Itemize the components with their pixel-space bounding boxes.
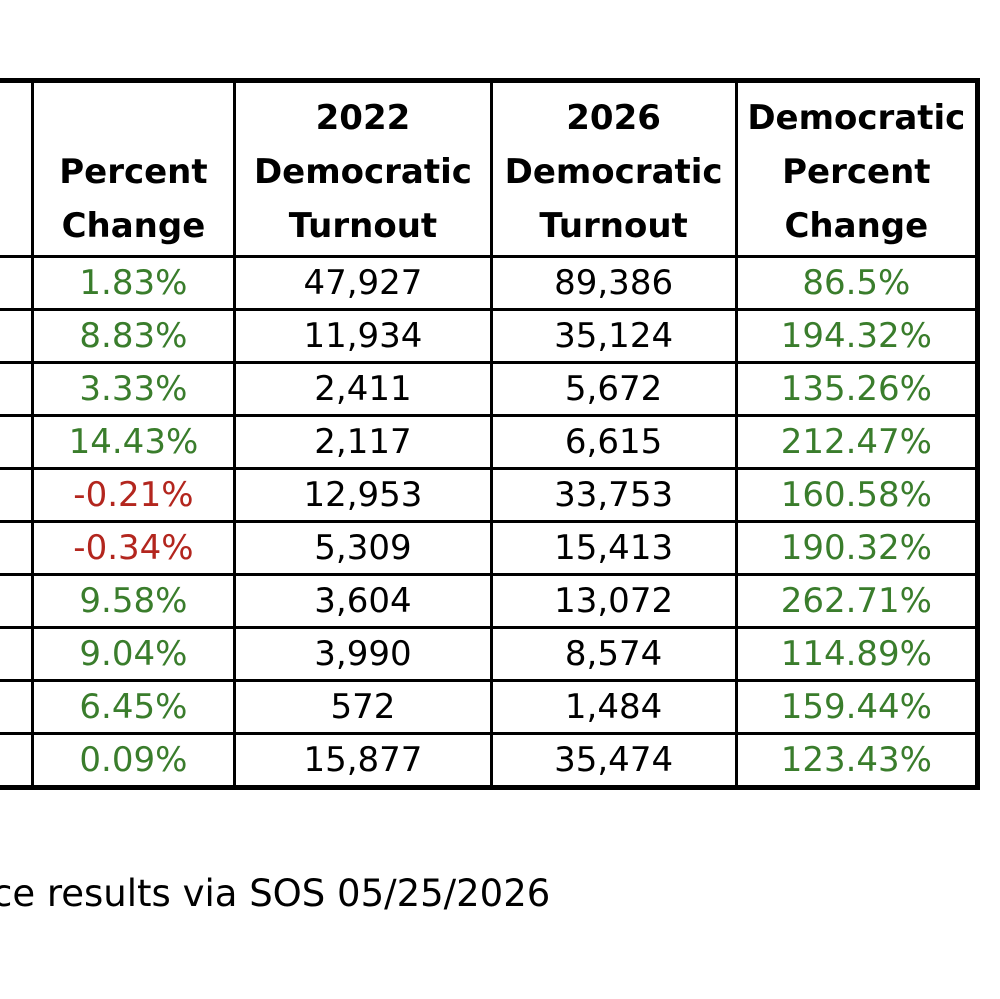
dem-percent-change-cell: 194.32% (734, 308, 980, 364)
header-2022-turnout: 2022 Democratic Turnout (233, 79, 493, 258)
header-2026-turnout: 2026 Democratic Turnout (489, 79, 738, 258)
percent-change-cell: 3.33% (30, 361, 237, 417)
turnout-2026-cell: 15,413 (489, 520, 738, 576)
row-label-cell (0, 626, 34, 682)
turnout-2022-cell: 5,309 (233, 520, 493, 576)
turnout-2026-cell: 89,386 (489, 255, 738, 311)
table-row: 8.83% 11,934 35,124 194.32% (0, 308, 980, 364)
turnout-2022-cell: 3,604 (233, 573, 493, 629)
turnout-2022-cell: 3,990 (233, 626, 493, 682)
percent-change-cell: -0.34% (30, 520, 237, 576)
table-row: 1.83% 47,927 89,386 86.5% (0, 255, 980, 311)
percent-change-cell: 0.09% (30, 732, 237, 789)
table-row: 3.33% 2,411 5,672 135.26% (0, 361, 980, 417)
dem-percent-change-cell: 86.5% (734, 255, 980, 311)
row-label-cell (0, 414, 34, 470)
turnout-2022-cell: 11,934 (233, 308, 493, 364)
turnout-2022-cell: 572 (233, 679, 493, 735)
header-dem-percent-change: Democratic Percent Change (734, 79, 980, 258)
dem-percent-change-cell: 123.43% (734, 732, 980, 789)
turnout-2026-cell: 1,484 (489, 679, 738, 735)
row-label-cell (0, 732, 34, 789)
row-label-cell (0, 467, 34, 523)
header-percent-change: Percent Change (30, 79, 237, 258)
turnout-2022-cell: 15,877 (233, 732, 493, 789)
dem-percent-change-cell: 262.71% (734, 573, 980, 629)
row-label-cell (0, 573, 34, 629)
header-line: 2022 (315, 98, 411, 138)
percent-change-cell: 9.04% (30, 626, 237, 682)
header-cell-partial (0, 79, 34, 258)
header-line: Democratic (747, 98, 966, 138)
header-line: Percent (59, 152, 208, 192)
row-label-cell (0, 361, 34, 417)
turnout-2026-cell: 35,474 (489, 732, 738, 789)
turnout-2022-cell: 12,953 (233, 467, 493, 523)
row-label-cell (0, 308, 34, 364)
table-body: 1.83% 47,927 89,386 86.5% 8.83% 11,934 35,124 1… (0, 255, 980, 789)
percent-change-cell: 14.43% (30, 414, 237, 470)
percent-change-cell: 8.83% (30, 308, 237, 364)
header-line: Democratic (253, 152, 472, 192)
source-footnote: ce results via SOS 05/25/2026 (0, 872, 551, 915)
header-line: Turnout (288, 206, 438, 246)
header-line: Democratic (504, 152, 723, 192)
turnout-2022-cell: 2,411 (233, 361, 493, 417)
header-line: Turnout (539, 206, 688, 246)
turnout-2026-cell: 33,753 (489, 467, 738, 523)
percent-change-cell: 6.45% (30, 679, 237, 735)
row-label-cell (0, 679, 34, 735)
table-row: 6.45% 572 1,484 159.44% (0, 679, 980, 735)
percent-change-cell: 1.83% (30, 255, 237, 311)
turnout-2026-cell: 6,615 (489, 414, 738, 470)
turnout-table: Percent Change 2022 Democratic Turnout 2… (0, 78, 980, 790)
table-row: 0.09% 15,877 35,474 123.43% (0, 732, 980, 789)
percent-change-cell: -0.21% (30, 467, 237, 523)
dem-percent-change-cell: 160.58% (734, 467, 980, 523)
turnout-2026-cell: 13,072 (489, 573, 738, 629)
dem-percent-change-cell: 114.89% (734, 626, 980, 682)
dem-percent-change-cell: 135.26% (734, 361, 980, 417)
table-row: 9.04% 3,990 8,574 114.89% (0, 626, 980, 682)
header-row: Percent Change 2022 Democratic Turnout 2… (0, 79, 980, 258)
header-line: Percent (782, 152, 931, 192)
row-label-cell (0, 255, 34, 311)
percent-change-cell: 9.58% (30, 573, 237, 629)
turnout-2026-cell: 5,672 (489, 361, 738, 417)
turnout-2022-cell: 2,117 (233, 414, 493, 470)
dem-percent-change-cell: 212.47% (734, 414, 980, 470)
row-label-cell (0, 520, 34, 576)
turnout-2022-cell: 47,927 (233, 255, 493, 311)
header-line: Change (61, 206, 206, 246)
table-row: 14.43% 2,117 6,615 212.47% (0, 414, 980, 470)
turnout-2026-cell: 8,574 (489, 626, 738, 682)
dem-percent-change-cell: 159.44% (734, 679, 980, 735)
header-line: 2026 (566, 98, 661, 138)
table-row: -0.21% 12,953 33,753 160.58% (0, 467, 980, 523)
turnout-2026-cell: 35,124 (489, 308, 738, 364)
dem-percent-change-cell: 190.32% (734, 520, 980, 576)
header-line: Change (784, 206, 929, 246)
table-row: 9.58% 3,604 13,072 262.71% (0, 573, 980, 629)
table-row: -0.34% 5,309 15,413 190.32% (0, 520, 980, 576)
